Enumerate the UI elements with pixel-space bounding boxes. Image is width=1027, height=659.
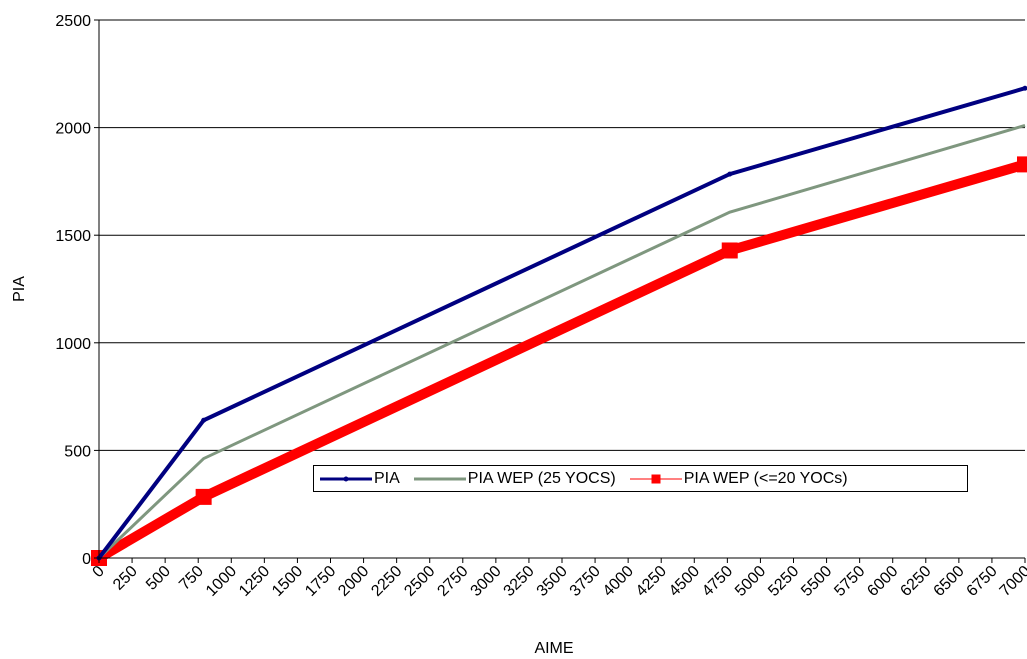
series-point-0 xyxy=(727,171,733,177)
series-point-2 xyxy=(1017,156,1027,173)
x-tick-label: 750 xyxy=(176,563,207,594)
legend-item-pia-wep-20: PIA WEP (<=20 YOCs) xyxy=(629,469,848,488)
x-tick-label: 3500 xyxy=(534,563,571,600)
x-tick-label: 500 xyxy=(143,563,174,594)
y-tick-label: 2500 xyxy=(55,13,91,30)
x-tick-label: 6000 xyxy=(864,563,901,600)
legend-swatch-pia-wep-20 xyxy=(629,472,682,486)
x-tick-label: 2750 xyxy=(434,563,471,600)
series-layer xyxy=(91,85,1027,566)
x-tick-label: 250 xyxy=(110,563,141,594)
series-point-2 xyxy=(721,242,738,259)
x-tick-label: 6250 xyxy=(897,563,934,600)
x-tick-label: 7000 xyxy=(997,563,1027,600)
x-tick-labels: 0 250 500 750100012501500175020002250250027… xyxy=(90,563,1027,600)
series-line-2 xyxy=(96,159,1027,563)
x-tick-label: 1250 xyxy=(236,563,273,600)
x-tick-label: 5000 xyxy=(732,563,769,600)
y-tick-label: 0 xyxy=(82,551,91,568)
x-tick-label: 1750 xyxy=(302,563,339,600)
x-tick-label: 6750 xyxy=(964,563,1001,600)
y-tick-label: 1500 xyxy=(55,228,91,245)
series-point-0 xyxy=(201,417,207,423)
y-tick-label: 2000 xyxy=(55,121,91,138)
axes xyxy=(94,19,1026,563)
x-tick-label: 1000 xyxy=(203,563,240,600)
legend: PIA PIA WEP (25 YOCS) PIA WEP (<=20 YOCs… xyxy=(313,465,968,492)
x-tick-label: 3250 xyxy=(501,563,538,600)
x-tick-label: 2000 xyxy=(335,563,372,600)
y-tick-labels: 0 500 1000 1500 2000 2500 xyxy=(55,13,91,568)
x-tick-label: 4500 xyxy=(666,563,703,600)
series-line-0 xyxy=(97,86,1026,560)
y-tick-label: 1000 xyxy=(55,336,91,353)
x-tick-label: 3750 xyxy=(567,563,604,600)
x-axis-title: AIME xyxy=(534,640,573,657)
series-point-2 xyxy=(195,488,212,505)
legend-item-pia-wep-25: PIA WEP (25 YOCS) xyxy=(413,469,616,488)
y-axis-title: PIA xyxy=(11,276,28,302)
x-tick-label: 1500 xyxy=(269,563,306,600)
x-tick-label: 5250 xyxy=(765,563,802,600)
legend-swatch-pia xyxy=(320,472,372,486)
legend-item-pia: PIA xyxy=(320,470,400,488)
x-tick-label: 6500 xyxy=(930,563,967,600)
series-point-0 xyxy=(1022,85,1027,91)
x-tick-label: 2500 xyxy=(401,563,438,600)
x-tick-label: 5500 xyxy=(798,563,835,600)
legend-swatch-pia-wep-25 xyxy=(413,472,466,486)
x-tick-label: 4000 xyxy=(600,563,637,600)
x-tick-label: 4750 xyxy=(699,563,736,600)
legend-label-pia-wep-25: PIA WEP (25 YOCS) xyxy=(467,469,616,487)
x-tick-label: 3000 xyxy=(467,563,504,600)
x-tick-label: 5750 xyxy=(831,563,868,600)
legend-label-pia: PIA xyxy=(374,469,400,487)
x-tick-label: 2250 xyxy=(368,563,405,600)
y-tick-label: 500 xyxy=(64,443,91,460)
legend-label-pia-wep-20: PIA WEP (<=20 YOCs) xyxy=(683,469,848,487)
x-tick-label: 4250 xyxy=(633,563,670,600)
series-line-1 xyxy=(97,124,1026,560)
